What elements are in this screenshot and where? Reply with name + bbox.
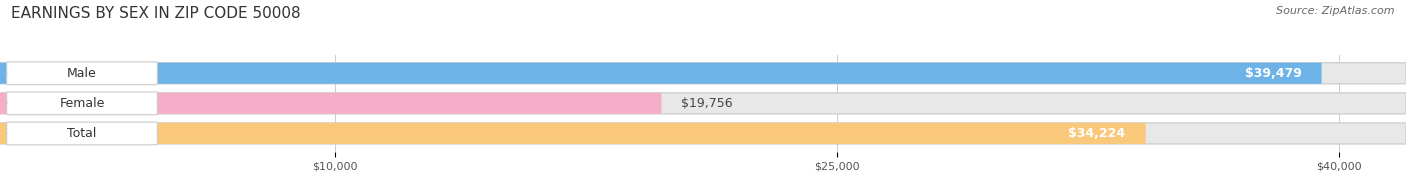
FancyBboxPatch shape [0,93,1406,114]
FancyBboxPatch shape [0,63,1322,84]
FancyBboxPatch shape [7,62,157,85]
Text: $19,756: $19,756 [682,97,733,110]
FancyBboxPatch shape [0,123,1406,144]
FancyBboxPatch shape [0,123,1146,144]
FancyBboxPatch shape [7,92,157,115]
Text: Total: Total [67,127,97,140]
FancyBboxPatch shape [0,93,661,114]
Text: EARNINGS BY SEX IN ZIP CODE 50008: EARNINGS BY SEX IN ZIP CODE 50008 [11,6,301,21]
Text: $39,479: $39,479 [1244,67,1302,80]
Text: Female: Female [59,97,104,110]
Text: $34,224: $34,224 [1069,127,1126,140]
FancyBboxPatch shape [0,63,1406,84]
FancyBboxPatch shape [7,122,157,145]
Text: Male: Male [67,67,97,80]
Text: Source: ZipAtlas.com: Source: ZipAtlas.com [1277,6,1395,16]
